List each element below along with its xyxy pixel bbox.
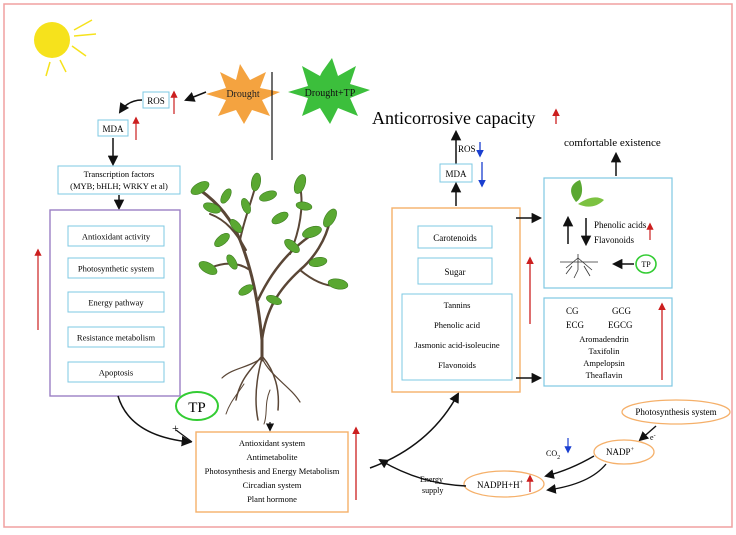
tp-small-circle — [635, 254, 657, 274]
cat-cg: CG — [566, 306, 579, 316]
tp-circle — [175, 391, 219, 421]
energy-label-1: Energy — [420, 475, 443, 484]
photosynthesis-ellipse — [621, 399, 731, 425]
tf-line1: Transcription factors — [84, 169, 155, 179]
bottom-center-item: Circadian system — [243, 480, 302, 490]
sugar-box — [417, 257, 493, 285]
roots-icon — [560, 254, 598, 279]
metabolite-item: Jasmonic acid-isoleucine — [414, 340, 499, 350]
co2-label: CO2 — [546, 449, 560, 461]
left-item-label: Energy pathway — [88, 298, 144, 308]
bottom-center-item: Plant hormone — [247, 494, 297, 504]
catechin-item: Taxifolin — [588, 346, 620, 356]
drought-tp-label: Drought+TP — [305, 88, 356, 99]
photosynthesis-label: Photosynthesis system — [635, 407, 716, 417]
tp-small-label: TP — [641, 260, 651, 269]
drought-star: Drought — [206, 64, 280, 124]
flavonoids-label-right: Flavonoids — [594, 235, 635, 245]
tp-label: TP — [188, 400, 206, 416]
metabolite-item: Phenolic acid — [434, 320, 481, 330]
nadph-label: NADPH+H+ — [477, 480, 524, 490]
outer-frame — [3, 3, 733, 528]
left-item-label: Resistance metabolism — [77, 333, 156, 343]
cat-ecg: ECG — [566, 320, 585, 330]
cat-gcg: GCG — [612, 306, 632, 316]
carotenoids-box — [417, 225, 493, 249]
comfortable-existence: comfortable existence — [564, 137, 661, 149]
drought-label: Drought — [226, 89, 260, 100]
ros-box-left — [142, 91, 170, 109]
left-item-label: Antioxidant activity — [82, 232, 151, 242]
metabolite-item: Flavonoids — [438, 360, 476, 370]
mda-label-right: MDA — [445, 169, 467, 179]
bottom-center-box — [195, 431, 349, 513]
plant-illustration — [198, 183, 337, 425]
nadp-ellipse — [593, 439, 655, 465]
mda-label-left: MDA — [102, 124, 124, 134]
left-item-box — [67, 225, 165, 247]
left-item-box — [67, 361, 165, 383]
carotenoids-label: Carotenoids — [433, 233, 477, 243]
catechin-item: Aromadendrin — [579, 334, 629, 344]
sun-icon — [34, 19, 97, 77]
bottom-center-item: Antioxidant system — [239, 438, 306, 448]
catechin-box — [543, 297, 673, 387]
mda-box-left — [97, 119, 129, 137]
plus-sign: + — [172, 421, 179, 435]
bottom-center-item: Photosynthesis and Energy Metabolism — [205, 466, 340, 476]
left-item-box — [67, 326, 165, 348]
group-items: Tannins Phenolic acid Jasmonic acid-isoleu… — [414, 300, 499, 370]
catechin-item: Theaflavin — [586, 370, 624, 380]
drought-tp-star: Drought+TP — [288, 58, 370, 124]
energy-label-2: supply — [422, 486, 443, 495]
ros-label-left: ROS — [147, 96, 165, 106]
e-label: e- — [650, 433, 656, 442]
metabolite-item: Tannins — [444, 300, 471, 310]
phenolic-acids-label: Phenolic acids — [594, 220, 647, 230]
sugar-label: Sugar — [445, 267, 466, 277]
transcription-factors-box — [57, 165, 181, 195]
ros-label-right: ROS — [458, 144, 476, 154]
left-item-label: Photosynthetic system — [78, 264, 155, 274]
tf-line2: (MYB; bHLH; WRKY et al) — [70, 181, 168, 191]
left-item-label: Apoptosis — [99, 368, 133, 378]
nadph-ellipse — [463, 470, 545, 498]
left-item-box — [67, 291, 165, 313]
catechin-item: Ampelopsin — [583, 358, 625, 368]
bottom-center-item: Antimetabolite — [247, 452, 298, 462]
catechin-list: Aromadendrin Taxifolin Ampelopsin Theaflavi… — [579, 334, 629, 380]
leaf-icon — [571, 180, 604, 207]
plant-leaves — [190, 172, 349, 305]
left-items: Antioxidant activity Photosynthetic syste… — [67, 225, 165, 383]
cat-egcg: EGCG — [608, 320, 633, 330]
bottom-items: Antioxidant system Antimetabolite Photosyn… — [205, 438, 340, 504]
phenolic-group-box — [401, 293, 513, 381]
nadp-label: NADP+ — [606, 447, 635, 457]
left-item-box — [67, 257, 165, 279]
anticorrosive-title: Anticorrosive capacity — [372, 108, 535, 128]
